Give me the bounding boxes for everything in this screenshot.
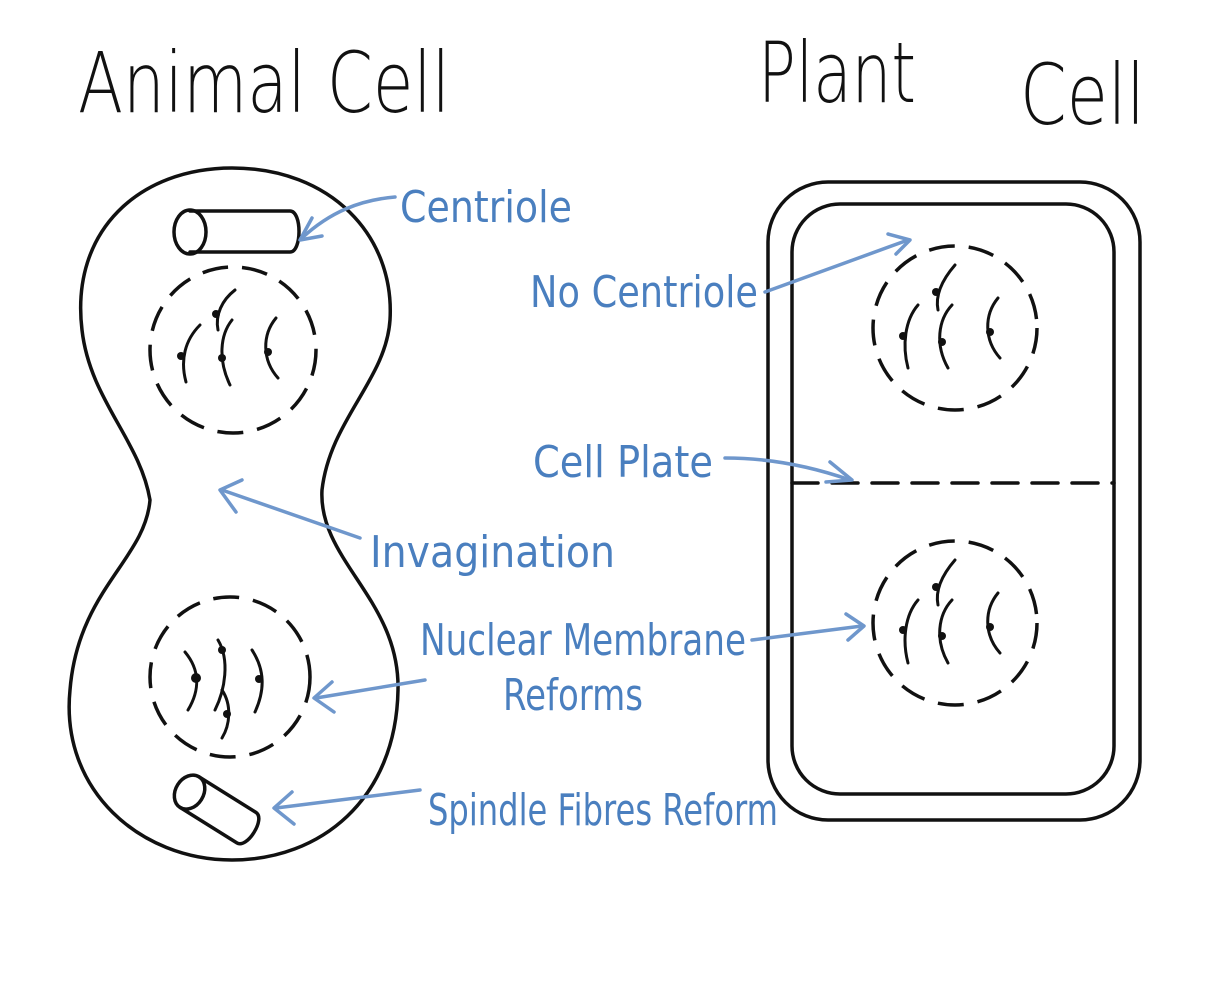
label-nuclear-membrane: Nuclear Membrane [420,615,746,666]
plant-nucleus-bottom [871,539,1039,707]
animal-cell-membrane [67,166,400,862]
arrow-spindle-fibres [272,788,422,826]
plant-cell-membrane [790,202,1116,796]
label-no-centriole: No Centriole [530,267,758,318]
arrow-nuclear-membrane-plant [750,612,866,642]
label-spindle-fibres: Spindle Fibres Reform [428,785,778,836]
animal-nucleus-top [148,265,318,435]
centriole-top-icon [172,208,301,256]
centriole-bottom-icon [172,773,261,846]
arrow-invagination [218,478,362,540]
animal-cell-title: Animal Cell [78,34,450,132]
label-reforms: Reforms [503,670,643,721]
animal-nucleus-bottom [148,595,312,759]
plant-cell-wall [766,180,1142,822]
cell-title: Cell [1020,46,1145,144]
arrow-nuclear-membrane-animal [312,678,427,714]
plant-nucleus-top [871,244,1039,412]
label-invagination: Invagination [370,527,615,578]
arrow-cell-plate [723,456,854,484]
arrow-no-centriole [763,232,912,294]
label-centriole: Centriole [400,182,572,233]
plant-title: Plant [758,24,916,122]
label-cell-plate: Cell Plate [533,437,713,488]
arrow-centriole [298,195,397,242]
